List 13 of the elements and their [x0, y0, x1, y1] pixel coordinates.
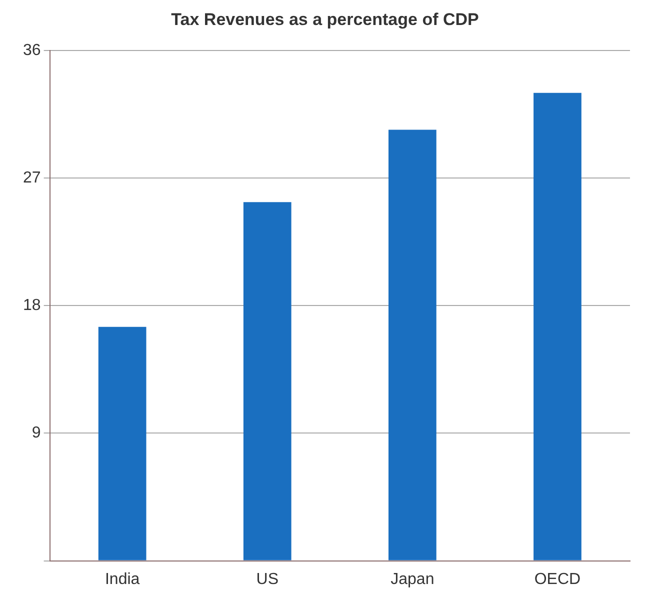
bar [534, 92, 582, 560]
y-tick-label: 9 [32, 424, 41, 442]
bar [243, 202, 292, 560]
y-tick-label: 18 [23, 297, 41, 314]
x-tick-label: India [104, 570, 140, 588]
bar [388, 130, 436, 560]
y-tick-label: 36 [23, 42, 41, 59]
x-tick-label: Japan [390, 570, 434, 588]
x-tick-label: OECD [534, 570, 581, 588]
bar [98, 326, 146, 560]
x-tick-label: US [256, 570, 278, 588]
chart-title: Tax Revenues as a percentage of CDP [171, 10, 479, 29]
y-tick-label: 27 [23, 169, 41, 186]
